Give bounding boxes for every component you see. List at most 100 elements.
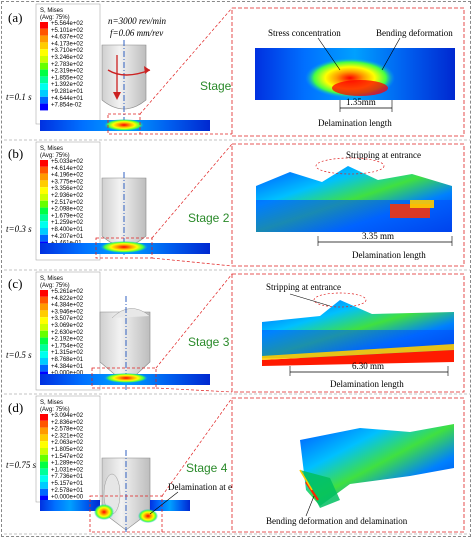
legend-value: +2.578e+01 — [51, 488, 84, 494]
legend-value: +1.289e+02 — [51, 461, 84, 467]
panel-d: (d) t=0.75 s S, Mises (Avg: 75%) +3.094e… — [6, 395, 465, 533]
legend-value: +9.281e+01 — [51, 89, 84, 95]
legend-swatch — [40, 166, 48, 174]
legend-swatch — [40, 427, 48, 435]
legend-value: +2.783e+02 — [51, 62, 84, 68]
legend-swatch — [40, 234, 48, 242]
legend-swatch — [40, 337, 48, 345]
legend-swatch — [40, 454, 48, 462]
legend-swatch — [40, 495, 48, 503]
legend-swatch — [40, 56, 48, 63]
legend-value: +1.855e+02 — [51, 75, 84, 81]
legend-swatch — [40, 358, 48, 365]
panel-c: (c) t=0.5 s S, Mises (Avg: 75%) +5.261e+… — [6, 271, 465, 393]
legend-swatch — [40, 42, 48, 50]
legend-swatch — [40, 200, 48, 208]
legend-swatch — [40, 330, 48, 338]
legend-swatch — [40, 351, 48, 358]
legend-value: +3.069e+02 — [51, 323, 84, 329]
workpiece-mesh — [40, 373, 210, 385]
legend-value: +4.384e+01 — [51, 364, 84, 370]
legend-value: +1.392e+02 — [51, 82, 84, 88]
legend-swatch — [40, 69, 48, 77]
length-value: 6.30 mm — [352, 361, 384, 371]
legend-value: +2.321e+02 — [51, 433, 84, 439]
legend-value: +4.384e+02 — [51, 303, 84, 309]
annotation: Stress concentration — [268, 28, 341, 38]
legend-value: +3.246e+02 — [51, 55, 84, 61]
legend-value: +2.192e+02 — [51, 337, 84, 343]
legend-title: S, Mises — [40, 8, 63, 14]
legend-swatch — [40, 420, 48, 428]
legend-swatch — [40, 62, 48, 70]
legend-swatch — [40, 194, 48, 201]
legend-value: +1.805e+02 — [51, 447, 84, 453]
legend-value: +0.000e+00 — [51, 495, 84, 501]
legend-swatch — [40, 180, 48, 188]
stress-legend: S, Mises (Avg: 75%) +5.564e+02+5.101e+02… — [35, 3, 101, 125]
legend-swatch — [40, 324, 48, 331]
zoom-view: Stripping at entrance 6.30 mm Delaminati… — [231, 273, 465, 393]
legend-swatch — [40, 414, 48, 421]
legend-value: +5.033e+02 — [51, 159, 84, 165]
zoom-box — [91, 367, 157, 389]
annotation: Stripping at entrance — [346, 150, 421, 160]
length-caption: Delamination length — [330, 379, 404, 389]
zoom-view: Stripping at entrance 3.35 mm Delaminati… — [231, 143, 465, 267]
annotation: Bending deformation and delamination — [266, 516, 408, 526]
legend-value: +2.063e+02 — [51, 440, 84, 446]
workpiece-mesh — [40, 119, 210, 131]
legend-value: +4.614e+02 — [51, 166, 84, 172]
legend-title: S, Mises — [40, 276, 63, 282]
zoom-box — [95, 237, 153, 259]
legend-swatch — [40, 441, 48, 448]
zoom-box — [89, 495, 163, 533]
zoom-view: Stress concentration Bending deformation… — [231, 7, 465, 137]
legend-swatch — [40, 228, 48, 235]
legend-value: +2.836e+02 — [51, 420, 84, 426]
stage-label: Stage 4 — [186, 461, 228, 475]
legend-value: +3.710e+02 — [51, 48, 84, 54]
legend-value: +5.101e+02 — [51, 28, 84, 34]
annotation: Stripping at entrance — [266, 282, 341, 292]
time-label: t=0.3 s — [6, 224, 32, 234]
workpiece-mesh — [40, 500, 190, 523]
legend-value: +1.754e+02 — [51, 343, 84, 349]
legend-swatch — [40, 488, 48, 496]
legend-value: +3.775e+02 — [51, 179, 84, 185]
stage-label: Stage 3 — [188, 335, 230, 349]
legend-value: +2.578e+02 — [51, 427, 84, 433]
legend-swatch — [40, 317, 48, 324]
drill-tool — [101, 40, 151, 120]
legend-value: +7.854e-02 — [51, 103, 82, 109]
panel-a: (a) t=0.1 s S, Mises (Avg: 75%) +5.564e+… — [6, 3, 465, 137]
legend-value: +4.637e+02 — [51, 35, 84, 41]
legend-value: +3.094e+02 — [51, 413, 84, 419]
legend-value: +4.196e+02 — [51, 173, 84, 179]
legend-swatch — [40, 35, 48, 43]
legend-swatch — [40, 448, 48, 455]
legend-value: +1.315e+02 — [51, 350, 84, 356]
legend-swatch — [40, 187, 48, 194]
time-label: t=0.75 s — [6, 460, 37, 470]
legend-value: +1.031e+02 — [51, 467, 84, 473]
panel-b: (b) t=0.3 s S, Mises (Avg: 75%) +5.033e+… — [6, 141, 465, 267]
length-caption: Delamination length — [352, 250, 426, 260]
zoom-box — [107, 113, 141, 135]
legend-swatch — [40, 475, 48, 482]
legend-swatch — [40, 173, 48, 181]
legend-swatch — [40, 461, 48, 469]
legend-swatch — [40, 344, 48, 352]
legend-swatch — [40, 296, 48, 304]
legend-value: +8.768e+01 — [51, 357, 84, 363]
legend-swatch — [40, 214, 48, 222]
workpiece-mesh — [40, 241, 210, 254]
zoom-view: Bending deformation and delamination — [231, 397, 465, 533]
drill-params: n=3000 rev/min f=0.06 mm/rev — [108, 16, 166, 38]
annotation: Bending deformation — [376, 28, 453, 38]
legend-swatch — [40, 90, 48, 97]
legend-avg: (Avg: 75%) — [40, 153, 70, 159]
annotation: Delamination at exit — [168, 482, 242, 492]
stress-legend: S, Mises (Avg: 75%) +5.033e+02+4.614e+02… — [35, 141, 101, 261]
legend-value: +2.319e+02 — [51, 69, 84, 75]
